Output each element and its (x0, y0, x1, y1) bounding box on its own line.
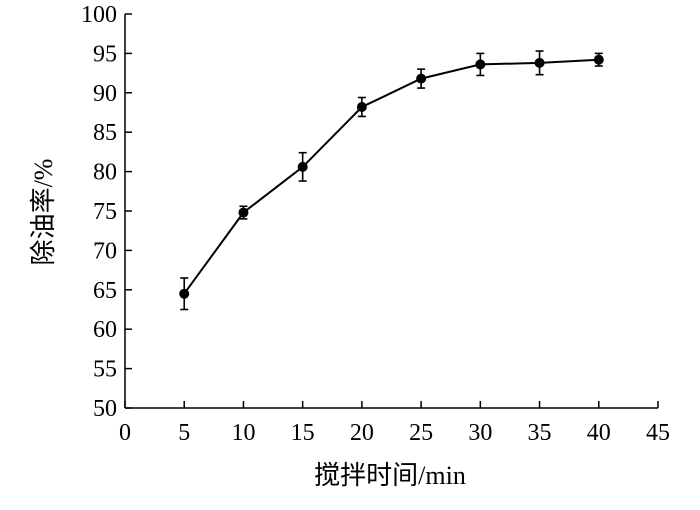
x-tick-label: 20 (350, 420, 374, 446)
x-tick-label: 25 (409, 420, 433, 446)
x-tick-label: 45 (646, 420, 670, 446)
y-tick-label: 100 (81, 2, 117, 28)
y-tick-label: 50 (93, 396, 117, 422)
y-tick-label: 80 (93, 160, 117, 186)
x-axis-title: 搅拌时间/min (314, 461, 466, 490)
x-tick-label: 10 (231, 420, 255, 446)
data-point (534, 57, 545, 68)
x-tick-label: 15 (291, 420, 315, 446)
data-point (356, 101, 367, 112)
x-tick-label: 5 (178, 420, 190, 446)
data-point (179, 288, 190, 299)
x-tick-label: 0 (119, 420, 131, 446)
y-tick-label: 65 (93, 278, 117, 304)
y-tick-label: 70 (93, 238, 117, 264)
x-tick-label: 30 (468, 420, 492, 446)
y-tick-label: 85 (93, 120, 117, 146)
data-point (416, 73, 427, 84)
y-tick-label: 90 (93, 81, 117, 107)
y-tick-label: 60 (93, 317, 117, 343)
y-tick-label: 55 (93, 357, 117, 383)
plot-area (179, 50, 604, 311)
x-tick-label: 40 (587, 420, 611, 446)
x-tick-label: 35 (528, 420, 552, 446)
y-axis-title: 除油率/% (29, 159, 58, 266)
y-tick-label: 75 (93, 199, 117, 225)
axes: 0 5 10 15 20 25 30 35 40 45 50 55 60 65 70 75 80 85 90 95 10… (81, 2, 670, 446)
data-point (593, 54, 604, 65)
data-point (238, 207, 249, 218)
y-tick-label: 95 (93, 41, 117, 67)
data-point (475, 59, 486, 70)
series-line (183, 58, 599, 295)
data-point (297, 161, 308, 172)
